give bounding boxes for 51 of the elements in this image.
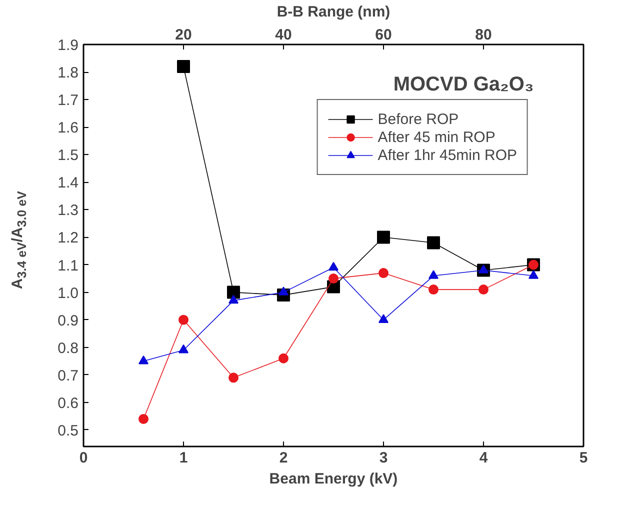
point — [227, 286, 240, 299]
point — [278, 286, 288, 296]
x2-axis-title: B-B Range (nm) — [276, 4, 390, 20]
x2-tick-label: 80 — [475, 26, 492, 44]
y-tick-label: 1.9 — [58, 37, 79, 54]
x-tick-label: 1 — [179, 450, 188, 466]
x-axis-title: Beam Energy (kV) — [269, 470, 398, 488]
y-tick-label: 1.4 — [58, 174, 79, 192]
x-tick-label: 5 — [579, 450, 588, 466]
point — [177, 60, 190, 74]
x2-tick-label: 60 — [375, 26, 392, 44]
point — [428, 284, 438, 295]
point — [377, 230, 390, 244]
point — [138, 414, 148, 424]
y-tick-label: 1.7 — [58, 92, 79, 110]
x2-tick-label: 20 — [175, 26, 192, 44]
x2-tick-label: 40 — [275, 26, 292, 44]
point — [427, 236, 440, 250]
point — [428, 270, 438, 279]
y-tick-label: 1.2 — [58, 230, 79, 247]
annotation: MOCVD Ga₂O₃ — [393, 74, 534, 96]
x-tick-label: 2 — [279, 450, 288, 466]
y-tick-label: 1.6 — [58, 120, 79, 137]
y-tick-label: 0.8 — [58, 340, 79, 357]
y-tick-label: 0.5 — [58, 422, 79, 440]
legend-label: After 1hr 45min ROP — [378, 146, 517, 164]
x-tick-label: 4 — [479, 450, 488, 466]
point — [378, 314, 388, 323]
y-tick-label: 1.8 — [58, 64, 79, 82]
point — [228, 294, 238, 304]
point — [178, 314, 188, 325]
point — [328, 262, 338, 271]
y-tick-label: 0.7 — [58, 367, 79, 384]
x-tick-label: 3 — [379, 450, 388, 466]
legend-label: After 45 min ROP — [378, 128, 496, 146]
y-tick-label: 0.6 — [58, 394, 79, 412]
x-tick-label: 0 — [79, 450, 88, 466]
y-tick-label: 1.5 — [58, 147, 79, 164]
point — [278, 353, 288, 364]
y-tick-label: 1.1 — [58, 257, 79, 274]
y-tick-label: 1.0 — [58, 284, 79, 302]
point — [138, 355, 148, 364]
point — [178, 344, 188, 354]
y-tick-label: 1.3 — [58, 202, 79, 220]
y-tick-label: 0.9 — [58, 312, 79, 330]
point — [478, 284, 488, 295]
legend-label: Before ROP — [378, 110, 459, 128]
point — [528, 270, 538, 279]
point — [228, 372, 238, 383]
point — [378, 268, 388, 278]
point — [328, 274, 338, 284]
